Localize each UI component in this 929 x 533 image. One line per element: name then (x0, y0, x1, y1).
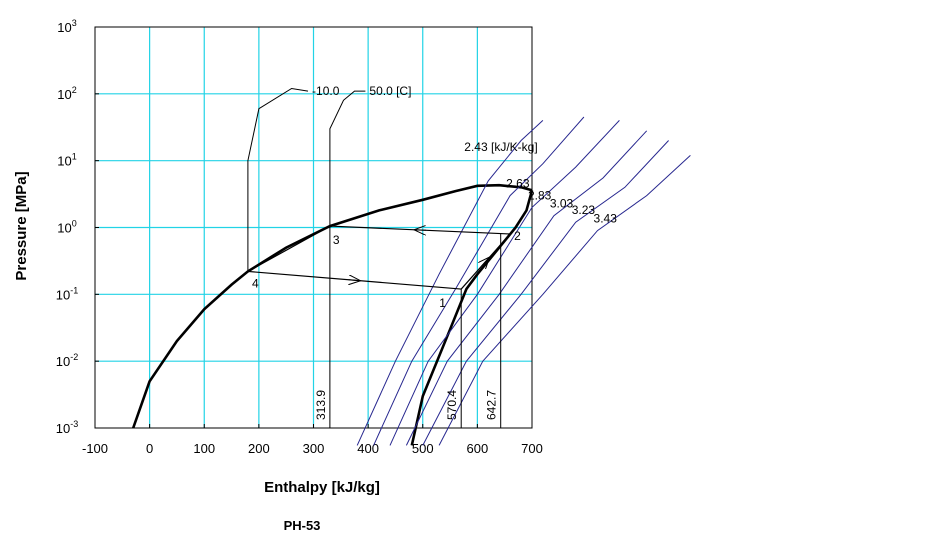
enthalpy-marker-label: 642.7 (485, 390, 499, 420)
isentrope-label: 3.43 (594, 212, 618, 226)
y-tick-label: 10-3 (56, 419, 78, 436)
isotherm-line (247, 87, 309, 272)
enthalpy-marker-label: 570.4 (445, 390, 459, 420)
y-tick-label: 103 (57, 18, 76, 35)
x-tick-label: 100 (193, 441, 215, 456)
y-tick-label: 101 (57, 152, 76, 169)
property-lines (131, 87, 691, 446)
chart-caption: PH-53 (284, 518, 321, 533)
x-tick-label: -100 (82, 441, 108, 456)
y-tick-label: 100 (57, 219, 76, 236)
isentrope-label: 3.23 (572, 203, 596, 217)
expansion-line (247, 225, 331, 272)
isotherm-line (329, 90, 366, 227)
isentrope-line (356, 120, 544, 446)
x-tick-label: 700 (521, 441, 543, 456)
saturated-liquid-line (131, 183, 533, 429)
saturated-vapor-line (410, 189, 534, 446)
cycle-point-label: 4 (252, 276, 259, 290)
flow-arrow (414, 230, 426, 231)
isentrope-label: 3.03 (550, 197, 574, 211)
isotherm-label: 50.0 [C] (369, 84, 411, 98)
y-tick-label: 102 (57, 85, 76, 102)
isentrope-line (438, 155, 691, 446)
x-tick-label: 400 (357, 441, 379, 456)
isentrope-label: 2.63 (506, 177, 530, 191)
isentrope-label: 2.83 (528, 188, 552, 202)
isotherm-label: -10.0 (312, 84, 340, 98)
x-tick-label: 0 (146, 441, 153, 456)
x-tick-label: 500 (412, 441, 434, 456)
isentrope-line (422, 140, 669, 446)
flow-arrow (349, 280, 361, 281)
line-labels: -10.0 50.0 [C]2.43 [kJ/K-kg]2.632.833.033… (252, 84, 617, 420)
y-tick-label: 10-2 (56, 352, 78, 369)
cycle-point-label: 3 (333, 233, 340, 247)
x-tick-label: 200 (248, 441, 270, 456)
refrigeration-cycle (247, 225, 511, 290)
isentrope-line (389, 120, 620, 446)
x-axis-ticks: -100 0 100 200 300 400 500 600 700 (82, 424, 543, 456)
isentrope-line (373, 116, 585, 446)
x-axis-label: Enthalpy [kJ/kg] (264, 479, 380, 496)
x-tick-label: 600 (467, 441, 489, 456)
isentrope-line (405, 130, 648, 446)
flow-arrow (482, 257, 490, 266)
enthalpy-marker-label: 313.9 (314, 390, 328, 420)
isentrope-label: 2.43 [kJ/K-kg] (464, 140, 537, 154)
cycle-point-label: 2 (514, 229, 521, 243)
y-axis-label: Pressure [MPa] (13, 171, 30, 280)
y-tick-label: 10-1 (56, 285, 78, 302)
cycle-point-label: 1 (439, 296, 446, 310)
y-axis-ticks: 10-3 10-2 10-1 100 101 102 103 (56, 18, 99, 436)
x-tick-label: 300 (303, 441, 325, 456)
